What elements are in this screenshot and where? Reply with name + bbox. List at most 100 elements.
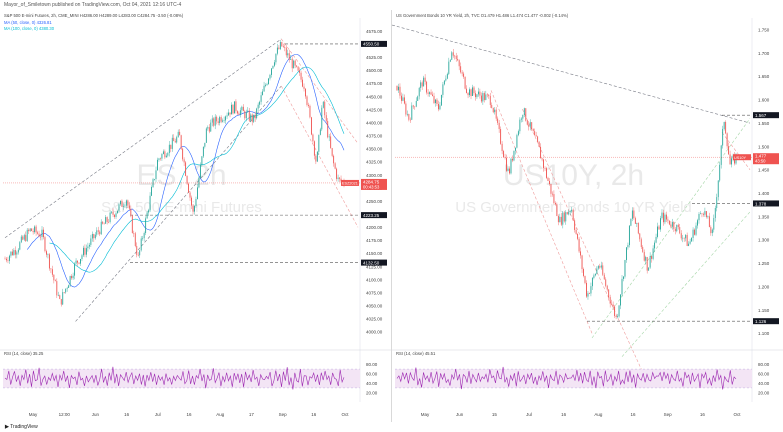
candle-body [167,153,169,156]
y-tick-label: 1.150 [758,308,770,313]
candle-body [148,210,150,213]
us10y-chart-panel[interactable]: US Government Bonds 10 YR Yield, 2h, TVC… [391,10,783,422]
candle-body [483,93,485,100]
symbol-tag-label: US10Y [734,156,746,160]
candle-body [318,134,320,152]
y-tick-label: 1.500 [758,144,770,149]
candle-body [155,170,157,180]
candle-body [654,242,656,249]
rsi-tick-label: 60.00 [366,372,378,377]
candle-body [402,97,404,101]
candle-body [40,236,41,238]
candle-body [327,120,329,138]
candle-body [414,106,416,108]
x-tick-label: Oct [733,412,741,417]
candle-body [168,144,170,154]
candle-body [336,168,338,179]
candle-body [510,158,512,174]
candle-body [216,116,218,122]
candle-body [319,129,321,135]
y-tick-label: 4425.00 [366,107,383,112]
candle-body [313,141,315,156]
us10y-chart-svg[interactable]: US Government Bonds 10 YR Yield, 2h, TVC… [391,10,783,422]
candle-body [245,112,247,119]
candle-body [594,273,596,276]
candle-body [228,112,229,116]
candle-body [480,95,482,102]
x-tick-label: Aug [216,412,225,417]
candle-body [330,136,332,149]
candle-body [723,122,725,129]
candle-body [479,91,481,96]
candle-body [273,62,275,66]
candle-body [719,164,721,181]
candle-body [56,281,58,296]
candle-body [569,211,571,212]
candle-body [251,114,253,122]
candle-body [74,263,76,276]
candle-body [523,108,525,115]
candle-body [451,52,453,60]
candle-body [268,78,269,85]
candle-body [455,55,457,59]
x-tick-label: 17 [249,412,255,417]
candle-body [529,122,531,127]
candle-body [697,220,698,226]
candle-body [38,233,40,237]
candle-body [409,119,411,121]
candle-body [191,197,192,206]
candle-body [627,245,629,248]
candle-body [174,141,176,143]
trend-line [522,108,643,371]
x-tick-label: Jul [526,412,532,417]
candle-body [188,183,190,193]
candle-body [183,159,185,163]
candle-body [14,250,16,255]
y-tick-label: 1.300 [758,238,770,243]
candle-body [158,158,160,160]
candle-body [667,219,669,221]
es-chart-panel[interactable]: S&P 500 E-mini Futures, 2h, CME_MINI H42… [0,10,391,422]
candle-body [65,288,67,293]
candle-body [131,215,133,234]
candle-body [692,229,694,238]
rsi-tick-label: 20.00 [758,390,770,395]
level-tag [361,40,387,47]
candle-body [626,247,627,261]
x-tick-label: Sep [279,412,288,417]
candle-body [231,104,232,115]
candle-body [405,103,407,115]
candle-body [80,258,81,264]
x-tick-label: 16 [186,412,192,417]
es-chart-svg[interactable]: S&P 500 E-mini Futures, 2h, CME_MINI H42… [0,10,391,422]
candle-body [305,88,306,97]
candle-body [259,101,261,105]
candle-body [492,107,494,113]
candle-body [242,106,244,112]
candle-body [322,101,324,108]
candle-body [59,295,61,299]
candle-body [665,214,667,220]
candle-body [549,180,550,185]
trend-line [281,38,359,144]
candle-body [137,254,139,256]
candle-body [566,212,568,215]
candle-body [337,177,339,179]
candle-body [717,180,719,198]
candle-body [180,135,182,149]
candle-body [503,151,505,158]
candle-body [636,222,638,224]
candle-body [339,177,341,179]
candle-body [198,177,200,188]
symbol-tag-label: ESZ2021 [342,182,358,186]
level-tag [361,212,387,219]
price-tag [361,178,387,190]
candle-body [300,72,302,80]
candle-body [171,137,173,149]
candle-body [580,251,582,256]
candle-body [560,216,562,225]
candle-body [102,221,104,224]
candle-body [424,77,426,82]
y-tick-label: 4325.00 [366,160,383,165]
y-tick-label: 4050.00 [366,304,383,309]
